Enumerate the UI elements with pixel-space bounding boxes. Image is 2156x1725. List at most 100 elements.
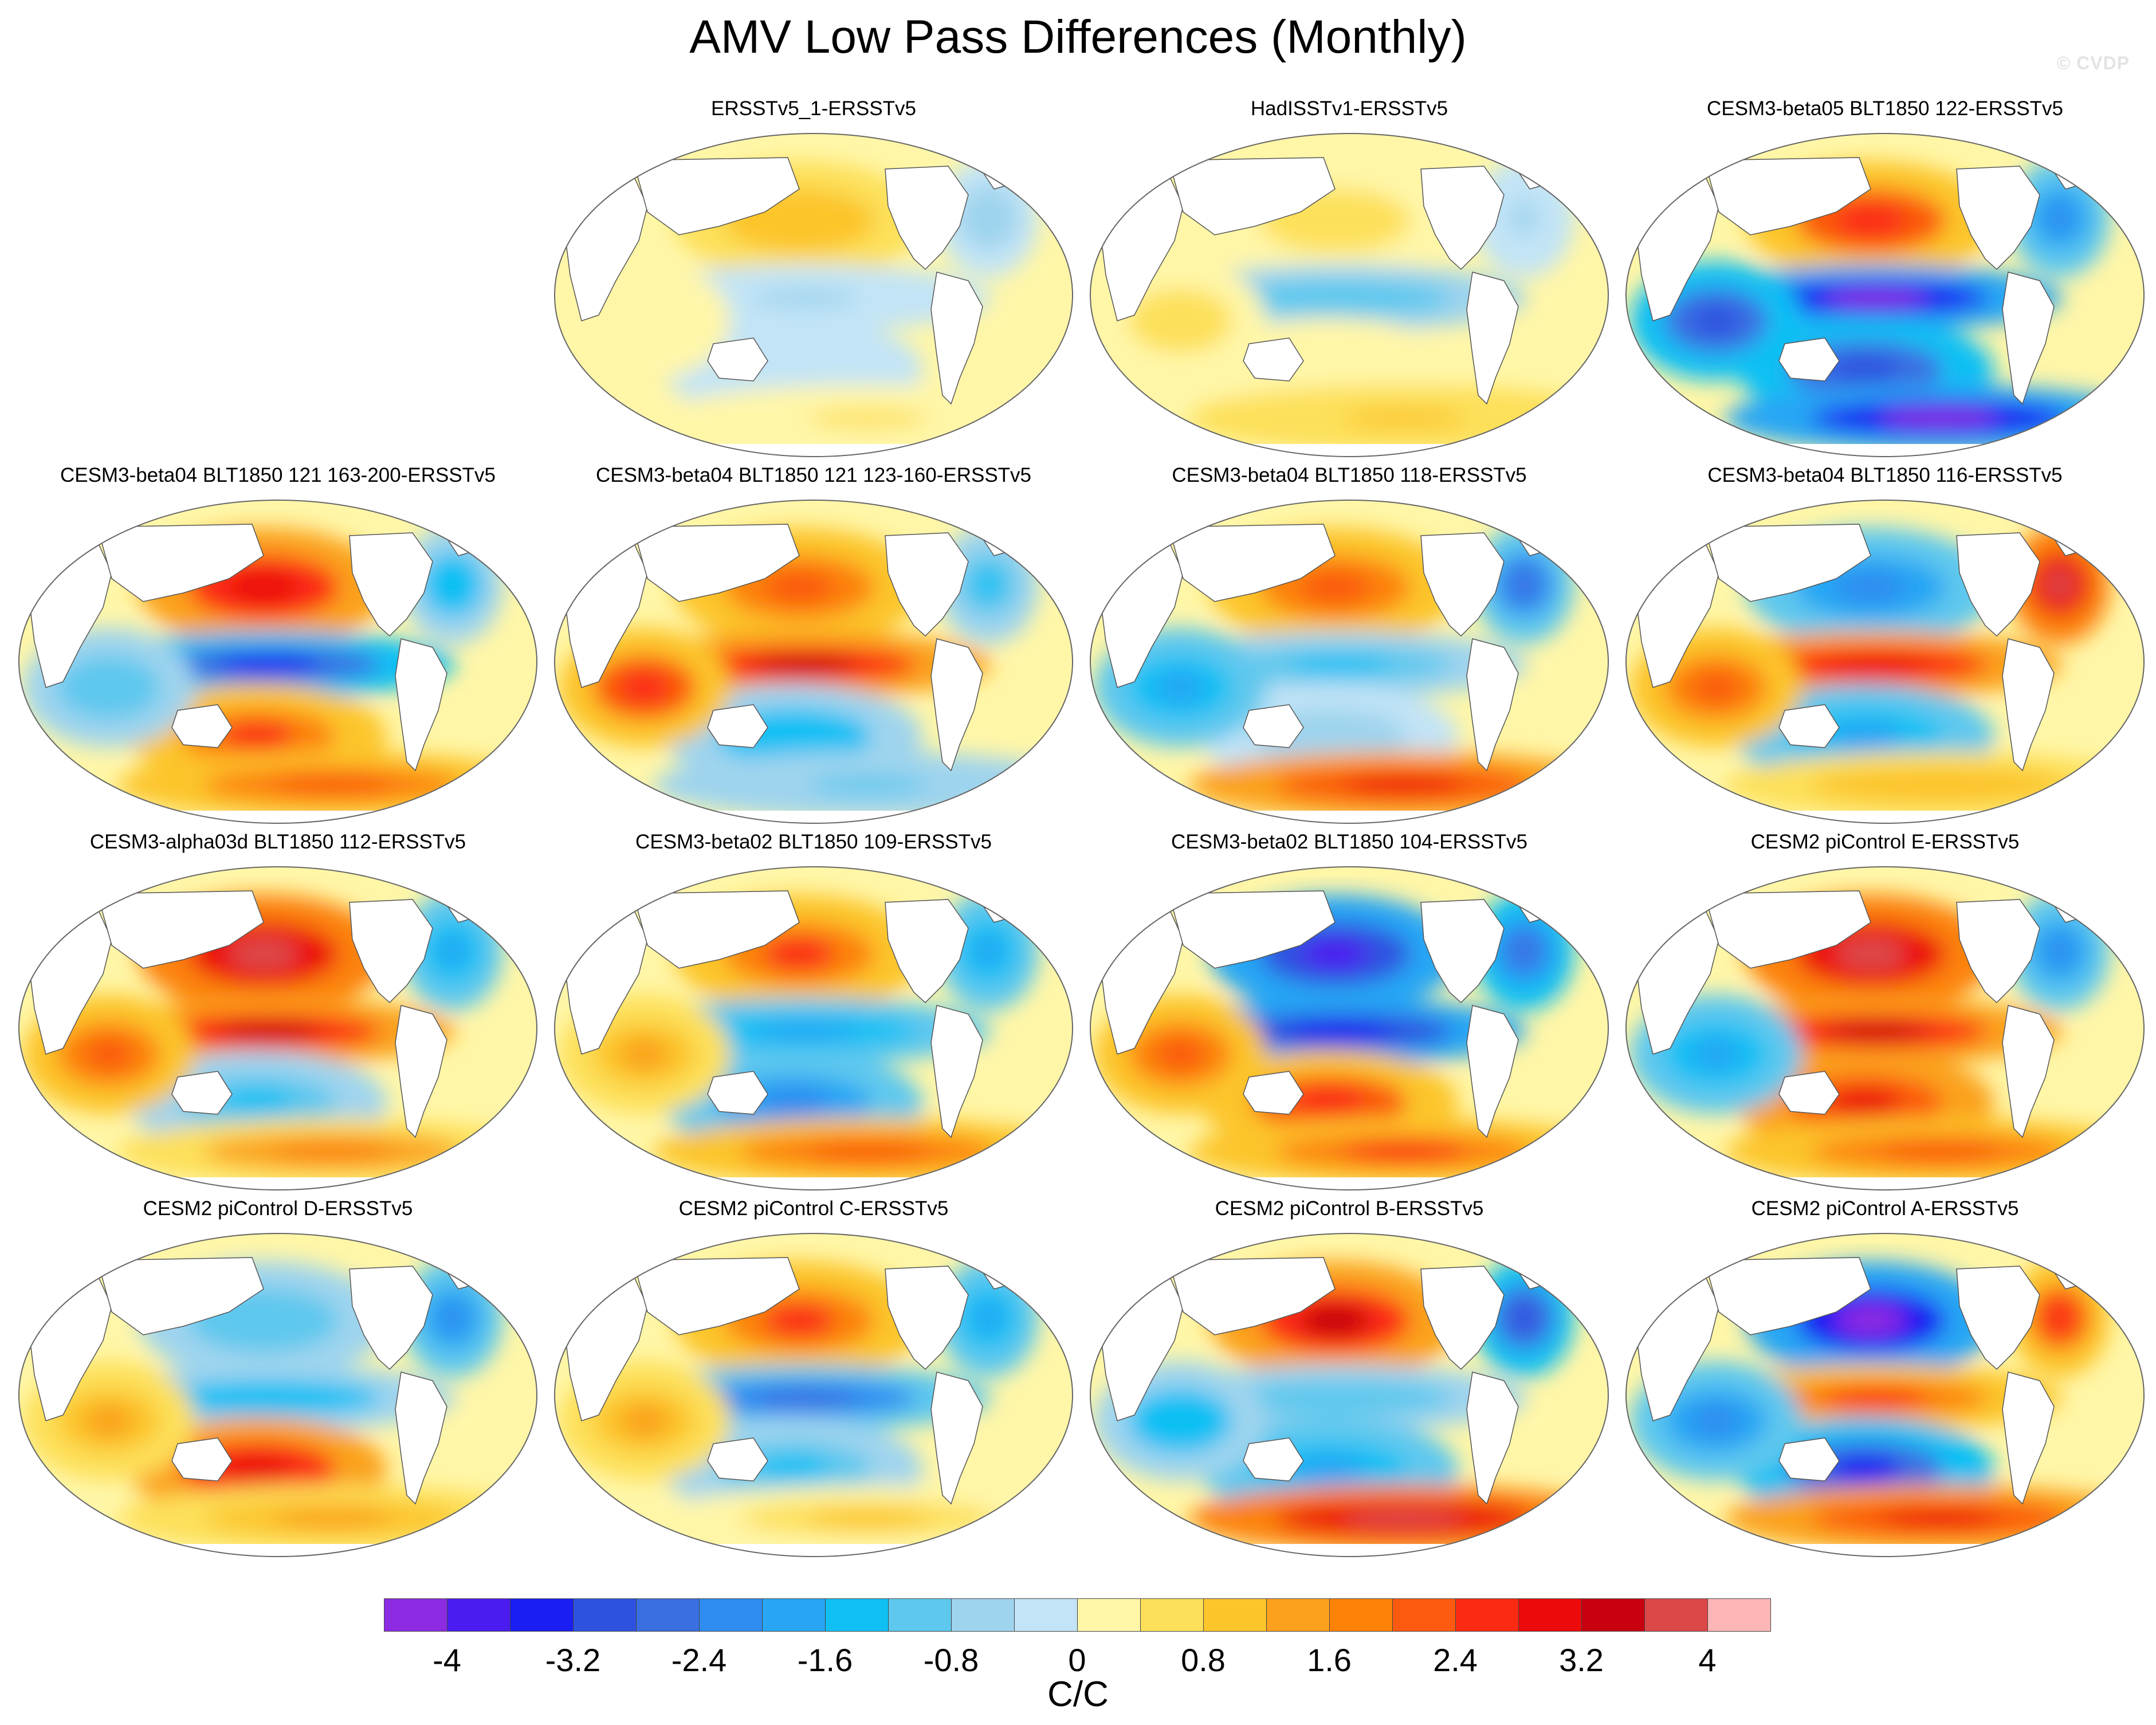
antarctica <box>555 444 1073 457</box>
colorbar-box <box>1518 1598 1582 1632</box>
map-field <box>1626 867 2144 1190</box>
colorbar-box <box>1203 1598 1267 1632</box>
map-panel: HadISSTv1-ERSSTv5 <box>1083 97 1616 464</box>
anomaly-north-atlantic-peak <box>2045 935 2074 967</box>
land-mass <box>171 1071 233 1115</box>
anomaly-southern-ocean-peak <box>808 1142 928 1161</box>
colorbar-box <box>1077 1598 1141 1632</box>
panel-title: HadISSTv1-ERSSTv5 <box>1250 97 1448 120</box>
anomaly-south-pacific-peak <box>757 1089 830 1117</box>
anomaly-south-pacific-peak <box>1293 1455 1365 1484</box>
land-mass <box>885 532 969 637</box>
arctic-band <box>1090 500 1608 510</box>
anomaly-tropical-pacific-peak <box>1289 1389 1393 1407</box>
anomaly-north-atlantic-peak <box>974 568 1003 600</box>
colorbar-tick-label: 0 <box>1068 1642 1086 1678</box>
land-mass <box>349 532 433 637</box>
globe-outline <box>18 1233 537 1557</box>
map-panel: CESM3-beta02 BLT1850 109-ERSSTv5 <box>547 831 1080 1197</box>
land-mass <box>1956 899 2040 1004</box>
anomaly-indian-ocean-peak <box>1692 305 1740 337</box>
colorbar-tick-label: -2.4 <box>671 1642 727 1678</box>
map-panel: CESM2 piControl C-ERSSTv5 <box>547 1197 1080 1564</box>
land-mass <box>2002 638 2055 772</box>
anomaly-indian-ocean-peak <box>1156 1038 1204 1070</box>
panel-title: CESM3-beta05 BLT1850 122-ERSSTv5 <box>1707 97 2063 120</box>
colorbar-box <box>1014 1598 1078 1632</box>
land-mass <box>2002 1005 2055 1138</box>
anomaly-north-pacific-peak <box>1835 571 1906 603</box>
anomaly-north-pacific-peak <box>764 938 835 970</box>
anomaly-indian-ocean-peak <box>1156 305 1204 337</box>
panel-title: CESM2 piControl C-ERSSTv5 <box>678 1197 949 1220</box>
colorbar-box <box>1392 1598 1456 1632</box>
map-svg <box>18 500 537 824</box>
anomaly-indian-ocean-peak <box>621 671 669 704</box>
globe-outline <box>554 133 1073 457</box>
colorbar-box <box>1644 1598 1708 1632</box>
land-mass <box>1420 532 1505 637</box>
anomaly-southern-ocean-peak <box>1879 1142 2000 1161</box>
map-field <box>19 1233 537 1557</box>
land-mass <box>707 1071 768 1115</box>
globe-outline <box>554 500 1073 824</box>
land-mass <box>633 157 800 235</box>
map-panel: CESM3-beta05 BLT1850 122-ERSSTv5 <box>1619 97 2151 464</box>
land-mass <box>707 1437 768 1482</box>
map-svg <box>1090 133 1609 457</box>
land-mass <box>707 337 768 382</box>
anomaly-north-atlantic-peak <box>974 935 1003 967</box>
anomaly-north-pacific-peak <box>1835 205 1906 237</box>
panel-title: CESM2 piControl E-ERSSTv5 <box>1750 831 2020 853</box>
land-mass <box>395 1005 447 1138</box>
anomaly-southern-ocean-peak <box>272 1509 392 1527</box>
land-mass <box>1168 1257 1336 1335</box>
arctic-band <box>555 133 1073 143</box>
anomaly-north-atlantic-peak <box>974 1302 1003 1334</box>
map-panel: CESM3-beta04 BLT1850 121 163-200-ERSSTv5 <box>11 464 544 831</box>
map-panel: CESM2 piControl D-ERSSTv5 <box>11 1197 544 1564</box>
map-field <box>1626 500 2144 823</box>
map-field <box>19 500 537 823</box>
anomaly-southern-ocean-peak <box>1344 1142 1464 1161</box>
anomaly-tropical-pacific-peak <box>1289 655 1393 674</box>
map-field <box>1090 500 1608 823</box>
land-mass <box>1420 1266 1505 1370</box>
anomaly-south-pacific-peak <box>1829 1455 1901 1484</box>
map-field <box>1090 867 1608 1190</box>
land-mass <box>171 1437 233 1482</box>
colorbar-tick-label: 4 <box>1698 1642 1717 1678</box>
colorbar-box <box>699 1598 763 1632</box>
map-svg <box>554 133 1073 457</box>
globe-outline <box>554 1233 1073 1557</box>
map-svg <box>554 500 1073 824</box>
arctic-band <box>555 867 1073 877</box>
land-mass <box>1778 1071 1840 1115</box>
anomaly-tropical-pacific-peak <box>1289 1022 1393 1040</box>
anomaly-tropical-pacific-peak <box>753 1022 857 1040</box>
land-mass <box>97 890 264 969</box>
globe-outline <box>554 866 1073 1190</box>
anomaly-north-atlantic-peak <box>974 202 1003 234</box>
anomaly-north-pacific-peak <box>764 205 835 237</box>
colorbar-box <box>888 1598 952 1632</box>
land-mass <box>1243 337 1304 382</box>
anomaly-southern-ocean-peak <box>272 776 392 794</box>
arctic-band <box>555 1233 1073 1243</box>
antarctica <box>1090 1177 1608 1190</box>
map-field <box>555 1233 1073 1557</box>
anomaly-southern-ocean-peak <box>808 776 928 794</box>
land-mass <box>1420 166 1505 270</box>
anomaly-south-pacific-peak <box>757 722 830 750</box>
antarctica <box>555 811 1073 823</box>
land-mass <box>930 1372 983 1505</box>
land-mass <box>930 638 983 772</box>
antarctica <box>19 1544 537 1557</box>
antarctica <box>555 1544 1073 1557</box>
antarctica <box>1626 811 2144 823</box>
arctic-band <box>1090 133 1608 143</box>
anomaly-southern-ocean-peak <box>1879 1509 2000 1527</box>
map-panel: CESM2 piControl A-ERSSTv5 <box>1619 1197 2151 1564</box>
land-mass <box>349 1266 433 1370</box>
